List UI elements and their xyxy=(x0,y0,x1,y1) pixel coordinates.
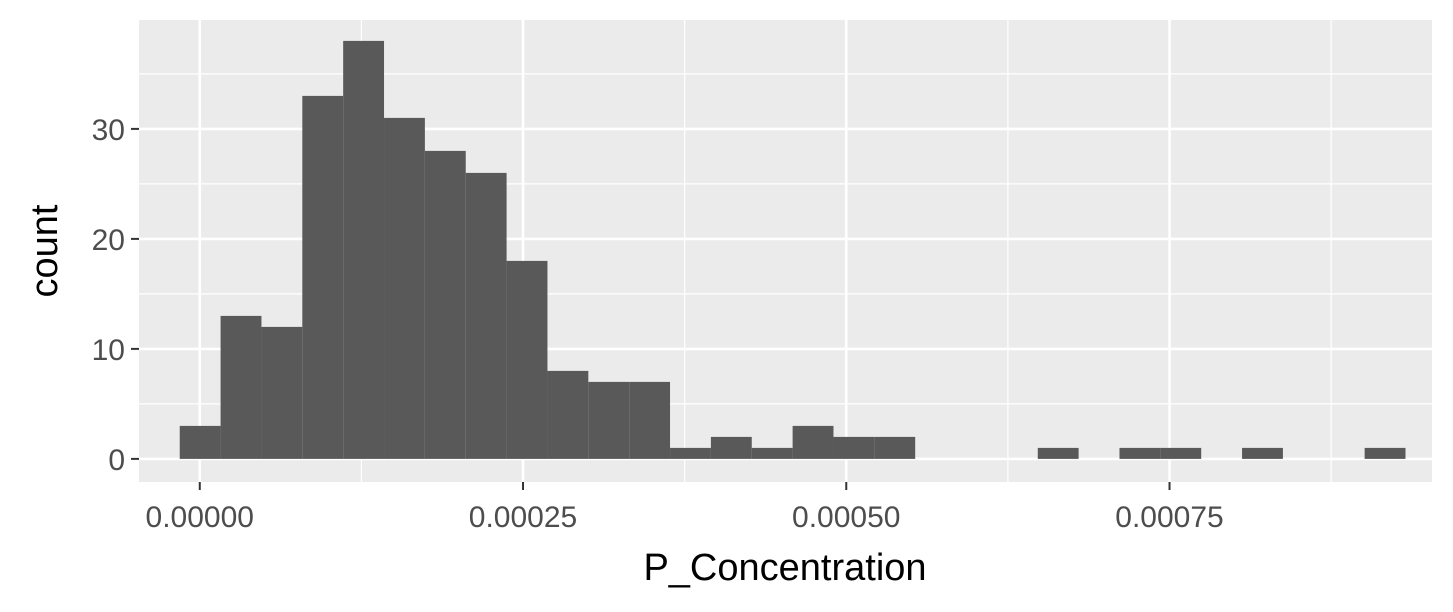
histogram-bar xyxy=(751,447,793,459)
histogram-bar xyxy=(1242,447,1283,459)
x-tick-label: 0.00025 xyxy=(469,501,577,534)
histogram-bar xyxy=(465,172,507,459)
histogram-bar xyxy=(1160,447,1202,459)
y-axis: 0 10 20 30 xyxy=(92,114,139,477)
histogram-bar xyxy=(710,436,752,459)
x-axis-title: P_Concentration xyxy=(643,547,926,589)
y-axis-title: count xyxy=(24,204,66,297)
histogram-bar xyxy=(670,447,711,459)
histogram-bar xyxy=(302,95,344,459)
histogram-bar xyxy=(220,315,262,459)
histogram-bar xyxy=(261,326,303,459)
histogram-bar xyxy=(874,436,916,459)
histogram-bar xyxy=(384,117,425,459)
y-tick-label: 30 xyxy=(92,114,125,147)
histogram-bar xyxy=(179,425,221,459)
histogram-bar xyxy=(588,381,630,459)
y-tick-label: 20 xyxy=(92,224,125,257)
histogram-bar xyxy=(1119,447,1161,459)
histogram-bar xyxy=(1364,447,1406,459)
histogram-bar xyxy=(792,425,834,459)
x-tick-label: 0.00075 xyxy=(1115,501,1223,534)
histogram-bar xyxy=(424,150,466,459)
y-tick-label: 10 xyxy=(92,334,125,367)
histogram-bar xyxy=(343,40,385,459)
y-tick-label: 0 xyxy=(108,444,125,477)
x-tick-label: 0.00050 xyxy=(792,501,900,534)
histogram-bar xyxy=(833,436,875,459)
histogram-bars xyxy=(179,40,1406,459)
histogram-bar xyxy=(629,381,671,459)
x-axis: 0.00000 0.00025 0.00050 0.00075 xyxy=(146,482,1224,534)
x-tick-label: 0.00000 xyxy=(146,501,254,534)
histogram-bar xyxy=(547,370,589,459)
histogram-bar xyxy=(1037,447,1079,459)
histogram-bar xyxy=(506,260,548,459)
